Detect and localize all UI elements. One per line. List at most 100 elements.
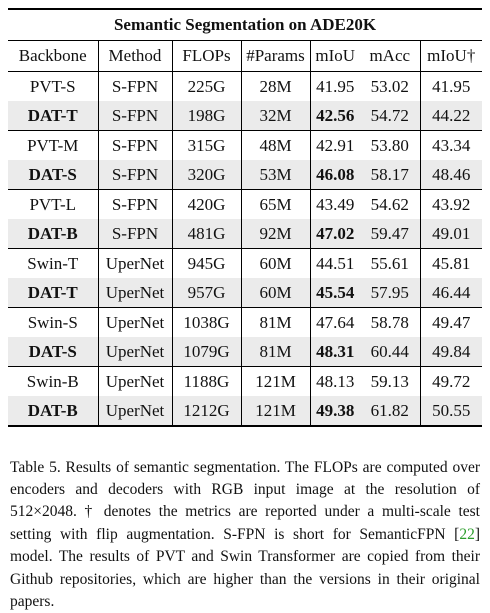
table-cell: 45.81 — [420, 249, 482, 279]
results-table: Semantic Segmentation on ADE20K Backbone… — [8, 8, 482, 427]
table-cell: 41.95 — [420, 72, 482, 102]
table-cell: 315G — [172, 131, 241, 161]
bold-text: 48.31 — [316, 342, 354, 361]
table-cell: 60M — [241, 278, 310, 308]
header-cell: mIoU — [310, 41, 360, 72]
table-cell: 41.95 — [310, 72, 360, 102]
table-cell: 46.08 — [310, 160, 360, 190]
table-cell: 47.64 — [310, 308, 360, 338]
table-cell: 59.13 — [360, 367, 420, 397]
caption-text: Table 5. Results of semantic segmentatio… — [10, 459, 480, 543]
header-cell: mAcc — [360, 41, 420, 72]
table-cell: 61.82 — [360, 396, 420, 426]
table-cell: 47.02 — [310, 219, 360, 249]
table-cell: DAT-T — [8, 278, 98, 308]
bold-text: 49.38 — [316, 401, 354, 420]
table-cell: 320G — [172, 160, 241, 190]
table-cell: 957G — [172, 278, 241, 308]
table-cell: DAT-T — [8, 101, 98, 131]
citation-link[interactable]: 22 — [459, 526, 475, 543]
table-cell: 53.80 — [360, 131, 420, 161]
table-cell: 32M — [241, 101, 310, 131]
table-cell: 92M — [241, 219, 310, 249]
table-cell: PVT-M — [8, 131, 98, 161]
table-cell: DAT-B — [8, 219, 98, 249]
table-cell: 121M — [241, 396, 310, 426]
table-cell: 65M — [241, 190, 310, 220]
header-cell: #Params — [241, 41, 310, 72]
table-cell: 198G — [172, 101, 241, 131]
table-cell: 60.44 — [360, 337, 420, 367]
table-cell: 42.91 — [310, 131, 360, 161]
bold-text: 47.02 — [316, 224, 354, 243]
table-cell: UperNet — [98, 337, 172, 367]
table-cell: 81M — [241, 308, 310, 338]
table-cell: 81M — [241, 337, 310, 367]
table-cell: UperNet — [98, 396, 172, 426]
table-cell: 44.22 — [420, 101, 482, 131]
table-cell: S-FPN — [98, 219, 172, 249]
table-cell: S-FPN — [98, 72, 172, 102]
table-cell: 1212G — [172, 396, 241, 426]
table-cell: 49.01 — [420, 219, 482, 249]
table-cell: 42.56 — [310, 101, 360, 131]
table-cell: 43.49 — [310, 190, 360, 220]
bold-text: 45.54 — [316, 283, 354, 302]
bold-text: DAT-S — [29, 342, 77, 361]
table-cell: 49.47 — [420, 308, 482, 338]
table-cell: 49.38 — [310, 396, 360, 426]
table-cell: 48.31 — [310, 337, 360, 367]
table-cell: 44.51 — [310, 249, 360, 279]
table-cell: 54.72 — [360, 101, 420, 131]
table-cell: 45.54 — [310, 278, 360, 308]
table-cell: S-FPN — [98, 190, 172, 220]
table-cell: 1188G — [172, 367, 241, 397]
table-cell: DAT-B — [8, 396, 98, 426]
table-cell: 43.92 — [420, 190, 482, 220]
table-cell: 59.47 — [360, 219, 420, 249]
table-cell: 1079G — [172, 337, 241, 367]
bold-text: DAT-T — [28, 106, 78, 125]
table-cell: 1038G — [172, 308, 241, 338]
table-cell: 43.34 — [420, 131, 482, 161]
header-cell: Backbone — [8, 41, 98, 72]
table-cell: 49.72 — [420, 367, 482, 397]
table-cell: S-FPN — [98, 160, 172, 190]
bold-text: DAT-S — [29, 165, 77, 184]
table-cell: 48.46 — [420, 160, 482, 190]
table-cell: 53M — [241, 160, 310, 190]
table-cell: 50.55 — [420, 396, 482, 426]
table-cell: 60M — [241, 249, 310, 279]
table-cell: PVT-S — [8, 72, 98, 102]
table-cell: UperNet — [98, 308, 172, 338]
table-cell: Swin-T — [8, 249, 98, 279]
table-cell: S-FPN — [98, 101, 172, 131]
bold-text: 42.56 — [316, 106, 354, 125]
table-cell: 58.17 — [360, 160, 420, 190]
table-cell: UperNet — [98, 278, 172, 308]
table-cell: UperNet — [98, 249, 172, 279]
table-cell: 481G — [172, 219, 241, 249]
table-cell: DAT-S — [8, 160, 98, 190]
table-cell: 28M — [241, 72, 310, 102]
table-cell: 225G — [172, 72, 241, 102]
table-cell: DAT-S — [8, 337, 98, 367]
table-cell: UperNet — [98, 367, 172, 397]
table-cell: 420G — [172, 190, 241, 220]
header-cell: Method — [98, 41, 172, 72]
table-cell: 48.13 — [310, 367, 360, 397]
table-cell: Swin-B — [8, 367, 98, 397]
